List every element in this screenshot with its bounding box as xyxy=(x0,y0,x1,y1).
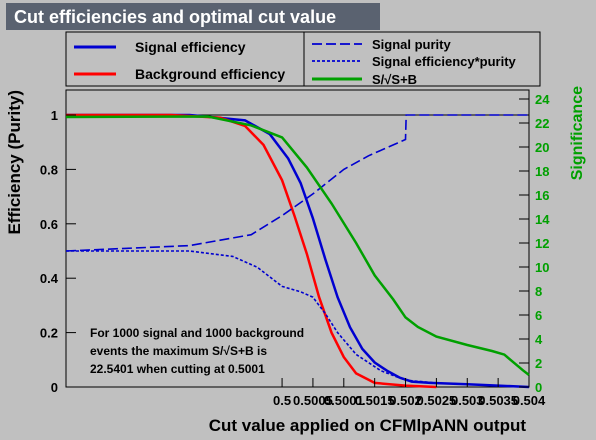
y2-tick-label-2: 4 xyxy=(535,332,543,347)
legend-label-1: Background efficiency xyxy=(135,66,285,82)
x-tick-label-7: 0.5035 xyxy=(478,393,518,408)
x-tick-label-1: 0.5005 xyxy=(293,393,333,408)
y2-tick-label-9: 18 xyxy=(535,164,549,179)
annotation-line-1: For 1000 signal and 1000 background xyxy=(90,326,304,340)
legend-right xyxy=(303,31,541,87)
legend-left-frame xyxy=(65,31,305,87)
plot-frame xyxy=(65,89,530,388)
chart-title: Cut efficiencies and optimal cut value xyxy=(14,7,336,27)
legend-left xyxy=(65,31,305,87)
axis-layer: 0.5 0.50050.50010.50150.5020.50250.5030.5… xyxy=(40,92,550,408)
annotation-line-3: 22.5401 when cutting at 0.5001 xyxy=(90,362,265,376)
x-tick-label-0: 0.5 xyxy=(273,393,291,408)
series-line-2 xyxy=(65,114,529,252)
title-box xyxy=(6,3,380,30)
y2-tick-label-7: 14 xyxy=(535,212,550,227)
y-tick-label-3: 0.6 xyxy=(40,217,58,232)
legend-label-3: Signal efficiency*purity xyxy=(372,54,517,69)
y-tick-label-5: 1 xyxy=(51,108,58,123)
y2-axis-label: Significance xyxy=(569,86,586,180)
y-tick-label-4: 0.8 xyxy=(40,162,58,177)
x-tick-label-3: 0.5015 xyxy=(355,393,395,408)
series-line-4 xyxy=(65,115,530,376)
legend-right-frame xyxy=(303,31,541,87)
y2-tick-label-6: 12 xyxy=(535,236,549,251)
y-axis-label: Efficiency (Purity) xyxy=(5,90,24,235)
legend-entries: Signal efficiency Background efficiency Si… xyxy=(74,37,517,87)
y2-tick-label-0: 0 xyxy=(535,380,542,395)
legend-label-2: Signal purity xyxy=(372,37,452,52)
legend-label-4: S/√S+B xyxy=(372,72,417,87)
x-tick-label-4: 0.502 xyxy=(389,393,422,408)
x-axis-label: Cut value applied on CFMlpANN output xyxy=(209,416,527,435)
annotation-line-2: events the maximum S/√S+B is xyxy=(90,344,267,358)
x-tick-label-5: 0.5025 xyxy=(417,393,457,408)
y-tick-label-2: 0.4 xyxy=(40,271,59,286)
legend-label-0: Signal efficiency xyxy=(135,39,246,55)
y2-tick-label-5: 10 xyxy=(535,260,549,275)
y2-tick-label-10: 20 xyxy=(535,140,549,155)
y2-tick-label-8: 16 xyxy=(535,188,549,203)
y2-tick-label-11: 22 xyxy=(535,116,549,131)
y2-tick-label-12: 24 xyxy=(535,92,550,107)
y-tick-label-1: 0.2 xyxy=(40,326,58,341)
y2-tick-label-1: 2 xyxy=(535,356,542,371)
y-tick-label-0: 0 xyxy=(51,380,58,395)
x-tick-label-6: 0.503 xyxy=(451,393,484,408)
y2-tick-label-4: 8 xyxy=(535,284,542,299)
series-layer xyxy=(65,113,530,389)
series-line-3 xyxy=(66,250,530,388)
x-tick-label-2: 0.5001 xyxy=(324,393,364,408)
x-tick-label-8: 0.504 xyxy=(513,393,546,408)
y2-tick-label-3: 6 xyxy=(535,308,542,323)
